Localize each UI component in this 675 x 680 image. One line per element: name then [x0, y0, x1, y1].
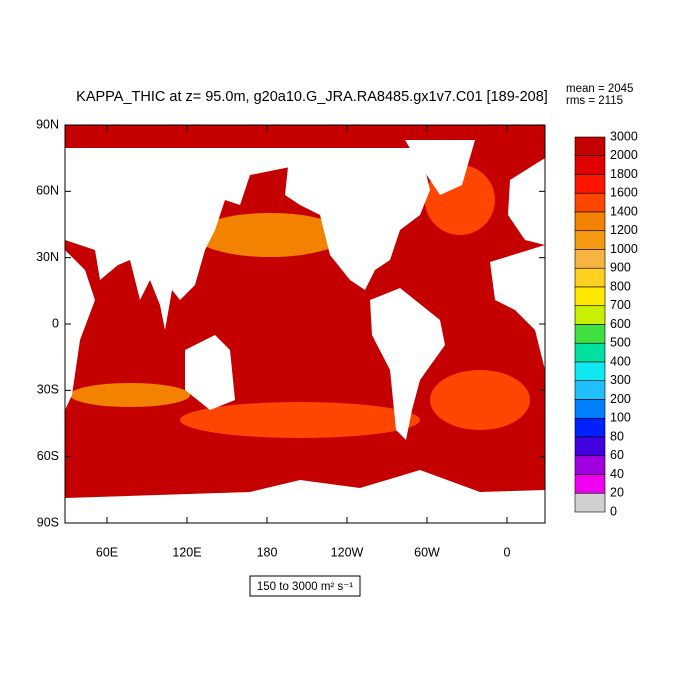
- colorbar-box: [574, 324, 606, 344]
- colorbar-label: 600: [610, 317, 631, 331]
- colorbar-box: [574, 174, 606, 194]
- map: [64, 124, 546, 524]
- y-tick-label: 60S: [37, 449, 59, 463]
- colorbar-label: 900: [610, 261, 631, 275]
- colorbar-box: [574, 474, 606, 494]
- land: [508, 158, 545, 245]
- stat-mean: mean = 2045: [566, 83, 633, 95]
- colorbar-box: [574, 492, 606, 513]
- colorbar-label: 3000: [610, 129, 638, 143]
- field-patch: [70, 383, 190, 407]
- colorbar-box: [574, 305, 606, 325]
- colorbar-box: [574, 417, 606, 438]
- land: [370, 288, 445, 440]
- colorbar-box: [574, 155, 606, 175]
- y-tick-label: 0: [52, 316, 59, 330]
- x-tick-label: 0: [504, 545, 511, 559]
- y-tick-label: 90S: [37, 515, 59, 529]
- caption-box: [249, 575, 361, 597]
- colorbar-label: 500: [610, 336, 631, 350]
- y-tick-label: 60N: [36, 184, 59, 198]
- colorbar-box: [574, 361, 606, 382]
- land: [405, 140, 475, 195]
- title: KAPPA_THIC at z= 95.0m, g20a10.G_JRA.RA8…: [76, 89, 548, 105]
- colorbar-label: 200: [610, 392, 631, 406]
- land: [490, 245, 545, 370]
- x-tick-label: 60E: [96, 545, 118, 559]
- land: [65, 470, 545, 523]
- colorbar-box: [574, 399, 606, 419]
- colorbar-label: 20: [610, 486, 624, 500]
- colorbar-label: 800: [610, 279, 631, 293]
- colorbar-label: 1200: [610, 223, 638, 237]
- colorbar-box: [574, 380, 606, 400]
- colorbar-box: [574, 192, 606, 213]
- colorbar-label: 400: [610, 354, 631, 368]
- x-tick-label: 60W: [414, 545, 440, 559]
- colorbar-label: 0: [610, 504, 617, 518]
- colorbar-label: 100: [610, 411, 631, 425]
- colorbar-box: [574, 230, 606, 250]
- colorbar-label: 40: [610, 467, 624, 481]
- x-tick-label: 120W: [331, 545, 364, 559]
- colorbar-label: 300: [610, 373, 631, 387]
- colorbar-label: 1400: [610, 204, 638, 218]
- colorbar-box: [574, 211, 606, 232]
- colorbar-label: 1000: [610, 242, 638, 256]
- y-tick-label: 30S: [37, 383, 59, 397]
- colorbar-label: 2000: [610, 148, 638, 162]
- x-tick-label: 180: [257, 545, 278, 559]
- stat-rms: rms = 2115: [566, 95, 623, 107]
- colorbar-label: 1600: [610, 186, 638, 200]
- land: [285, 148, 430, 290]
- colorbar-label: 60: [610, 448, 624, 462]
- field-patch: [430, 370, 530, 430]
- x-tick-label: 120E: [172, 545, 201, 559]
- land: [65, 250, 95, 410]
- colorbar-box: [574, 342, 606, 363]
- caption: 150 to 3000 m² s⁻¹: [257, 581, 353, 593]
- field-patch: [195, 213, 345, 257]
- colorbar-box: [574, 136, 606, 157]
- land: [185, 335, 235, 410]
- y-tick-label: 30N: [36, 250, 59, 264]
- colorbar-box: [574, 286, 606, 307]
- colorbar: 3000200018001600140012001000900800700600…: [574, 129, 638, 518]
- y-tick-label: 90N: [36, 117, 59, 131]
- colorbar-box: [574, 436, 606, 457]
- colorbar-label: 700: [610, 298, 631, 312]
- land: [65, 148, 300, 330]
- colorbar-box: [574, 249, 606, 269]
- field-patch: [180, 402, 420, 438]
- colorbar-box: [574, 267, 606, 288]
- colorbar-box: [574, 455, 606, 475]
- colorbar-label: 1800: [610, 167, 638, 181]
- colorbar-label: 80: [610, 429, 624, 443]
